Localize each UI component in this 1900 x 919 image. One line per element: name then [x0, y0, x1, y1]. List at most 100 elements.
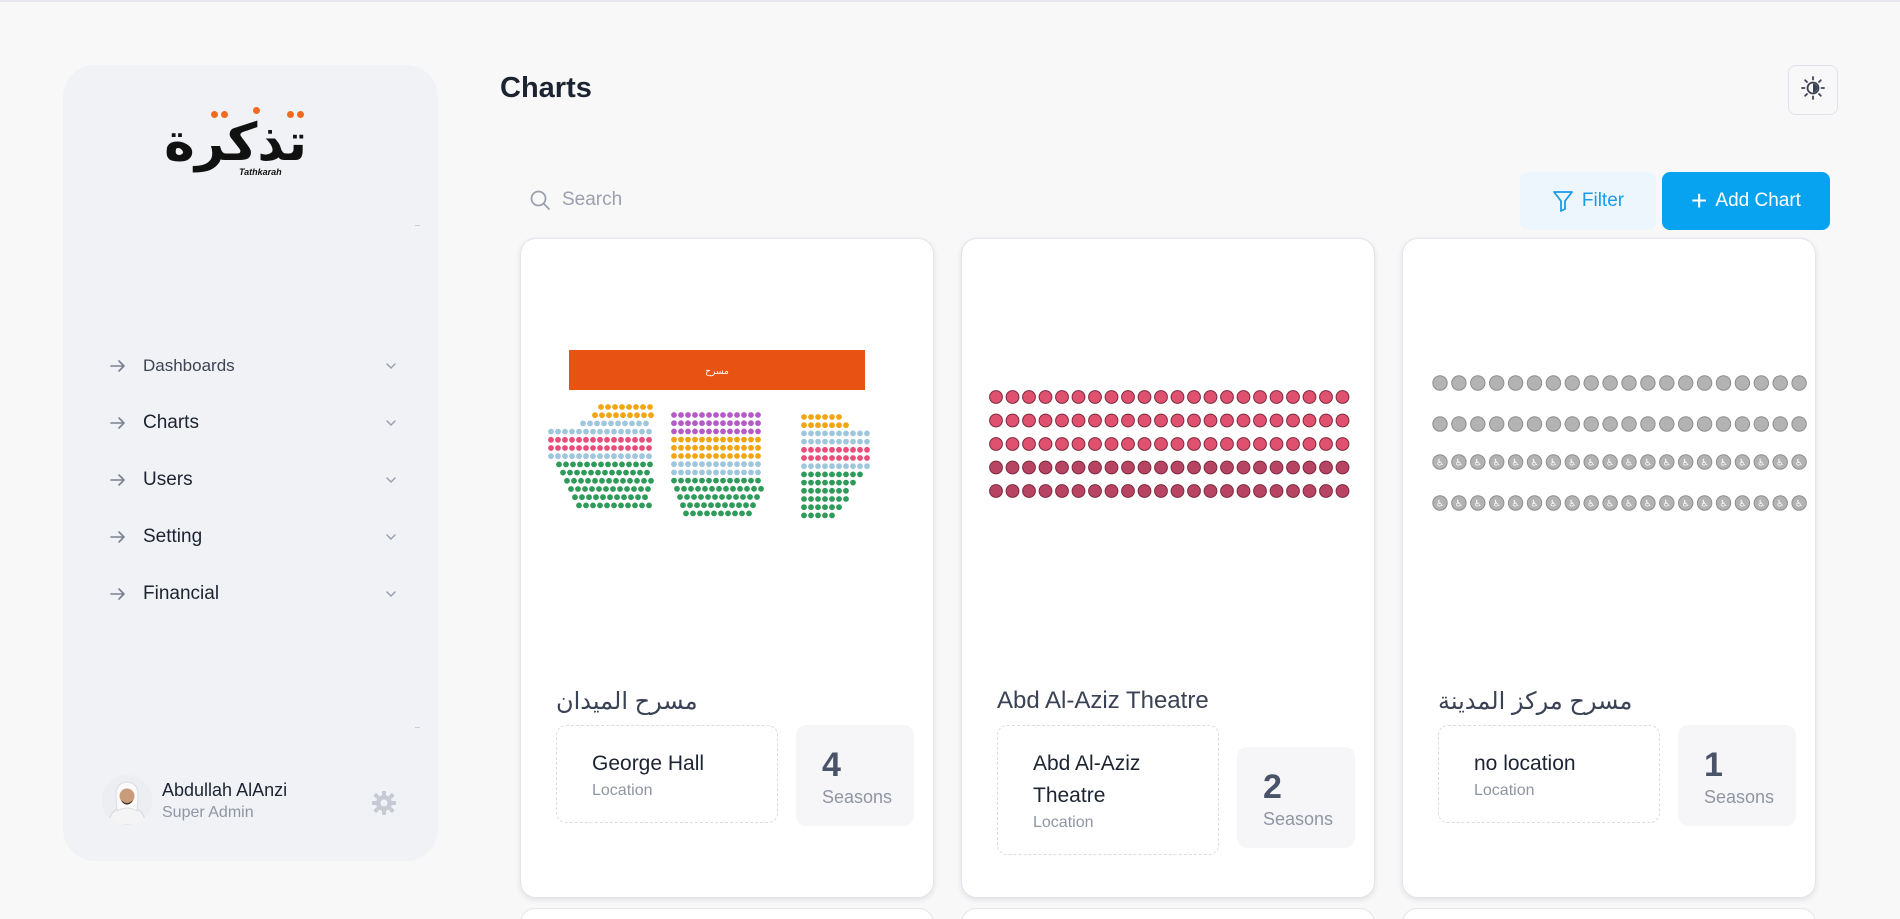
sidebar-item-dashboards[interactable]: Dashboards [109, 337, 399, 394]
sidebar-item-users[interactable]: Users [109, 451, 399, 508]
seat [1564, 416, 1581, 432]
sidebar-item-financial[interactable]: Financial [109, 565, 399, 622]
wheelchair-icon: ♿ [1644, 459, 1652, 469]
seat [671, 412, 677, 418]
seat [829, 471, 835, 478]
seat [592, 477, 598, 484]
sidebar-item-label: Financial [143, 582, 220, 604]
seat [864, 446, 870, 453]
seat [634, 412, 640, 419]
seat [560, 469, 566, 476]
chart-title: مسرح مركز المدينة [1438, 688, 1633, 715]
seat [801, 504, 807, 511]
seat [1335, 390, 1350, 404]
wheelchair-icon: ♿ [1530, 500, 1538, 510]
seat [723, 485, 729, 492]
seat [583, 502, 589, 509]
wheelchair-icon: ♿ [1436, 459, 1444, 469]
seat [713, 436, 719, 443]
chart-card-next-row[interactable] [1402, 908, 1816, 919]
seat [622, 420, 628, 427]
seat [801, 414, 807, 420]
seat [671, 461, 677, 468]
seat [836, 446, 842, 453]
seasons-box: 1 Seasons [1678, 725, 1796, 826]
seat [755, 477, 761, 484]
chart-card[interactable]: Abd Al-Aziz Theatre Abd Al-Aziz Theatre … [961, 238, 1375, 898]
chart-card-next-row[interactable] [961, 908, 1375, 919]
user-profile[interactable]: Abdullah AlAnzi Super Admin [102, 775, 402, 829]
wheelchair-icon: ♿ [1776, 500, 1784, 510]
seat [571, 477, 577, 484]
location-box: no location Location [1438, 725, 1660, 823]
seat [609, 469, 615, 476]
seat [604, 453, 610, 460]
seat [678, 436, 684, 443]
seat [699, 428, 705, 435]
sidebar-item-setting[interactable]: Setting [109, 508, 399, 565]
seat [843, 455, 849, 461]
seat [1236, 390, 1251, 404]
seat-map-preview: مسرح [548, 350, 870, 519]
wheelchair-icon: ♿ [1625, 459, 1633, 469]
seat [989, 413, 1003, 428]
wheelchair-icon: ♿ [1719, 459, 1727, 469]
search-input[interactable] [562, 189, 812, 211]
wheelchair-icon: ♿ [1644, 500, 1652, 510]
seat [1005, 460, 1020, 475]
seat [632, 428, 638, 435]
seat [829, 512, 835, 519]
seat [1071, 484, 1086, 498]
seat [583, 445, 589, 451]
seat [695, 485, 701, 492]
gear-icon[interactable] [370, 789, 398, 817]
seat [1055, 437, 1069, 451]
seat [592, 412, 598, 419]
app-logo[interactable]: تذكرة Tathkarah [164, 107, 307, 187]
sun-icon [1800, 75, 1826, 106]
seat [615, 420, 621, 427]
seat [1253, 484, 1267, 498]
chart-card[interactable]: ♿ ♿ ♿ ♿ ♿ ♿ ♿ ♿ ♿ ♿ ♿ ♿ ♿ ♿ ♿ ♿ ♿ ♿ ♿ ♿ ♿ ♿ ♿ ♿ ♿ ♿ ♿ ♿ ♿ ♿ ♿ ♿ ♿ ♿ ♿ ♿ ♿ ♿ ♿ ♿… [1402, 238, 1816, 898]
seat [685, 436, 691, 443]
seat [692, 444, 698, 451]
seat [815, 455, 821, 461]
seat [1470, 416, 1486, 432]
seat [1678, 454, 1694, 470]
wheelchair-icon: ♿ [1757, 500, 1765, 510]
seat [734, 412, 740, 418]
seat [1236, 413, 1251, 428]
theme-toggle-button[interactable] [1788, 65, 1838, 115]
seat [692, 420, 698, 427]
sidebar-item-charts[interactable]: Charts [109, 394, 399, 451]
seat [1038, 437, 1053, 451]
seat [1507, 454, 1524, 470]
seat [588, 469, 594, 476]
seat [822, 463, 828, 470]
seat [741, 461, 747, 468]
chart-card[interactable]: مسرح مسرح الميدان George Hall Location 4… [520, 238, 934, 898]
seat [719, 494, 725, 500]
seat [720, 477, 726, 484]
seat [688, 485, 694, 492]
top-border [0, 0, 1900, 2]
seat [685, 412, 691, 418]
add-chart-button[interactable]: + Add Chart [1662, 172, 1830, 230]
seat [843, 479, 849, 486]
seat [618, 445, 624, 451]
location-label: Location [592, 782, 653, 799]
seat [1489, 495, 1505, 511]
seat [678, 444, 684, 451]
chart-card-next-row[interactable] [520, 908, 934, 919]
filter-button[interactable]: Filter [1520, 172, 1656, 230]
seat [597, 453, 603, 460]
seat [625, 436, 631, 443]
seat [1335, 460, 1350, 475]
seat [590, 428, 596, 435]
seat [718, 510, 724, 517]
seat [989, 437, 1003, 451]
user-name: Abdullah AlAnzi [162, 780, 288, 800]
seat [642, 494, 648, 501]
seat [1489, 454, 1505, 470]
seat [1088, 437, 1102, 451]
